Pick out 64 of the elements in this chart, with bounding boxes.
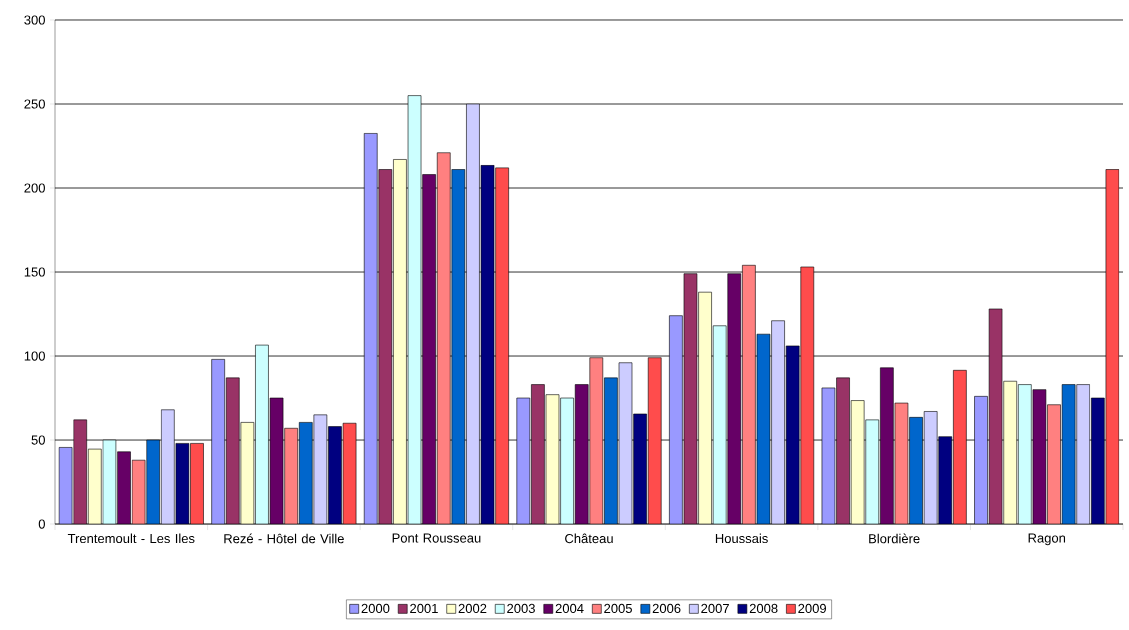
y-tick-label: 200: [24, 183, 45, 193]
x-tick-label: Blordière: [869, 533, 920, 544]
bar: [516, 398, 530, 525]
legend-label: 2001: [410, 603, 438, 614]
y-tick-label: 300: [24, 15, 45, 25]
bar: [451, 169, 465, 525]
bar: [1091, 397, 1105, 525]
y-tick-label: 100: [24, 351, 45, 361]
x-tick-label: Pont Rousseau: [392, 533, 481, 543]
y-tick-label: 50: [31, 435, 45, 445]
bar: [437, 152, 451, 525]
bar: [880, 367, 894, 525]
bar: [1047, 404, 1061, 525]
bar: [713, 325, 727, 525]
x-tick-label: Trentemoult - Les Iles: [67, 533, 195, 544]
bar: [800, 266, 814, 525]
bar: [393, 159, 407, 525]
bar: [299, 422, 313, 525]
bar: [560, 398, 574, 525]
bar: [1003, 380, 1018, 525]
bar: [117, 451, 131, 525]
x-tick-label: Ragon: [1028, 533, 1066, 546]
bar: [909, 417, 923, 525]
y-tick-label: 250: [24, 99, 45, 109]
bar: [698, 292, 712, 525]
bar: [669, 315, 683, 525]
bar: [328, 426, 342, 525]
bar: [786, 345, 800, 525]
legend-label: 2004: [555, 603, 584, 614]
y-tick-label: 150: [24, 267, 45, 277]
bar: [190, 443, 204, 525]
bar: [575, 384, 589, 525]
bar: [211, 359, 225, 525]
bar: [727, 273, 741, 525]
legend-label: 2000: [361, 603, 390, 614]
bar: [1018, 384, 1032, 525]
y-tick-label: 0: [38, 519, 45, 529]
legend-label: 2005: [604, 603, 632, 614]
bar: [255, 345, 269, 525]
bar: [284, 428, 298, 525]
bar: [742, 265, 756, 525]
legend-label: 2008: [749, 603, 778, 614]
bar: [851, 400, 865, 525]
legend-label: 2003: [507, 603, 535, 614]
bar: [953, 370, 967, 525]
x-tick-label: Houssais: [715, 533, 768, 544]
bar: [88, 449, 102, 525]
bar: [633, 413, 647, 525]
bar: [422, 174, 436, 525]
bar: [938, 436, 952, 525]
bar: [648, 357, 662, 525]
legend-label: 2007: [701, 603, 729, 614]
bar: [604, 377, 618, 525]
bar: [865, 419, 879, 525]
bar: [146, 440, 160, 525]
bar: [974, 396, 988, 525]
bar: [589, 357, 603, 525]
legend-label: 2006: [652, 603, 681, 614]
x-tick-label: Rezé - Hôtel de Ville: [224, 533, 344, 544]
legend-label: 2009: [798, 603, 827, 614]
bar: [495, 167, 509, 525]
legend-label: 2002: [458, 603, 487, 614]
bar: [364, 133, 378, 525]
x-tick-label: Château: [565, 533, 613, 544]
